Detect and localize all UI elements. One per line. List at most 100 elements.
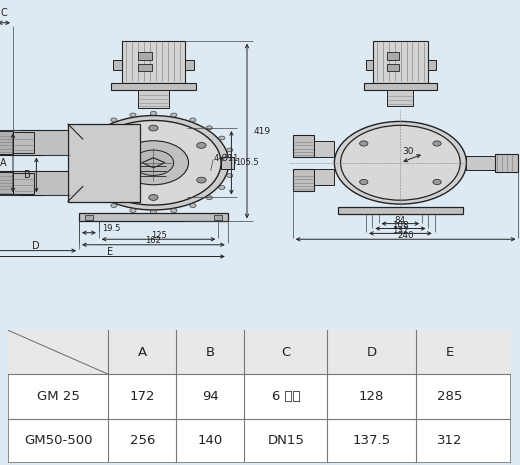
Bar [364,83,437,89]
Circle shape [341,126,460,200]
Bar [13,173,34,193]
Bar [138,64,151,71]
Text: 4-Ø11: 4-Ø11 [213,153,239,162]
Circle shape [86,120,221,205]
Circle shape [433,179,441,185]
Text: D: D [367,346,376,359]
Circle shape [149,125,158,131]
Circle shape [433,141,441,146]
Circle shape [219,186,225,189]
Circle shape [82,186,88,189]
Text: 19.5: 19.5 [102,224,120,233]
Text: E: E [107,246,113,257]
Text: 108: 108 [392,221,409,230]
Circle shape [78,116,229,210]
Bar [314,140,334,157]
Circle shape [101,177,110,183]
Bar [0,172,13,194]
Circle shape [227,148,233,152]
Circle shape [95,126,101,130]
Circle shape [197,177,206,183]
Circle shape [171,209,177,213]
Bar [138,90,169,108]
Bar [466,156,495,170]
Bar [214,215,222,220]
Bar [0,130,68,154]
Text: D: D [32,241,40,251]
Text: 105.5: 105.5 [235,158,259,167]
Text: B: B [206,346,215,359]
Text: DN15: DN15 [267,434,304,447]
Circle shape [130,209,136,213]
Text: 162: 162 [146,236,161,246]
Bar [0,171,68,195]
Circle shape [130,113,136,117]
Circle shape [334,121,466,204]
Circle shape [190,118,196,122]
Text: A: A [138,346,147,359]
Bar [13,132,34,153]
Bar [387,52,399,60]
Circle shape [171,113,177,117]
Bar [221,157,234,169]
Circle shape [219,136,225,140]
Bar [293,169,314,191]
Bar [68,124,140,202]
Text: B: B [24,170,30,180]
Circle shape [360,141,368,146]
Text: E: E [445,346,453,359]
Circle shape [227,173,233,178]
Bar [373,41,428,83]
Circle shape [150,111,157,115]
Circle shape [101,142,110,148]
Bar [314,169,334,185]
Text: 128: 128 [359,390,384,403]
Circle shape [229,161,236,165]
Text: 6 软管: 6 软管 [271,390,300,403]
Text: 240: 240 [397,232,414,240]
Text: 125: 125 [151,231,166,240]
Bar [8,330,511,374]
Circle shape [82,136,88,140]
Bar [85,215,93,220]
Text: C: C [281,346,291,359]
Text: A: A [1,158,7,168]
Bar [185,60,194,70]
Circle shape [111,204,117,207]
Circle shape [118,141,189,185]
Bar [79,213,228,221]
Text: 285: 285 [437,390,462,403]
Bar [111,83,196,90]
Circle shape [71,161,77,165]
Circle shape [111,118,117,122]
Text: C: C [1,8,7,18]
Bar [366,60,373,70]
Circle shape [95,196,101,199]
Bar [428,60,436,70]
Bar [122,41,185,83]
Bar [387,64,399,71]
Circle shape [74,173,80,178]
Text: 137.5: 137.5 [353,434,391,447]
Circle shape [206,196,212,199]
Text: 30: 30 [402,147,414,156]
Text: 419: 419 [254,126,271,135]
Circle shape [206,126,212,130]
Bar [113,60,122,70]
Text: GM 25: GM 25 [37,390,80,403]
Bar [293,135,314,157]
Circle shape [149,194,158,200]
Bar [337,207,463,214]
Circle shape [360,179,368,185]
Text: 140: 140 [198,434,223,447]
Text: 132: 132 [392,226,409,235]
Text: GM50-500: GM50-500 [24,434,93,447]
Bar [387,90,413,106]
Text: 172: 172 [129,390,155,403]
Text: 312: 312 [437,434,462,447]
Bar [138,52,151,60]
Circle shape [74,148,80,152]
Bar [495,153,518,172]
Text: 84: 84 [395,216,406,225]
Text: 256: 256 [130,434,155,447]
